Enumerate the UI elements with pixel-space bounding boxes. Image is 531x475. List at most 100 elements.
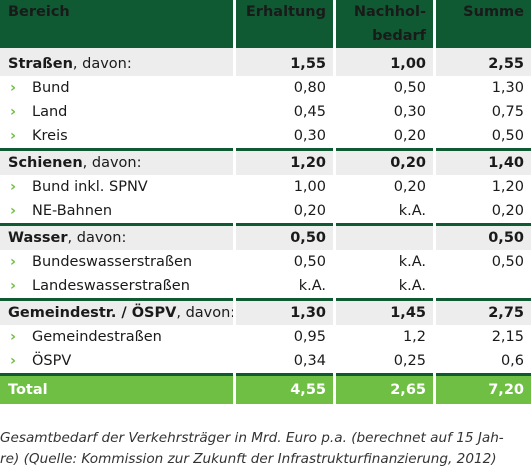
group-label-cell: Gemeindestr. / ÖSPV, davon: <box>0 301 233 325</box>
table-body: Straßen, davon: 1,55 1,00 2,55 › Bund 0,80 0,50… <box>0 48 531 404</box>
header-nachholbedarf: Nachhol-bedarf <box>333 0 433 48</box>
separator-cell <box>0 223 233 226</box>
group-value-cell: 2,75 <box>433 301 531 325</box>
separator-cell <box>333 373 433 376</box>
group-label-suffix: , davon: <box>176 305 233 321</box>
table-caption: Gesamtbedarf der Verkehrsträger in Mrd. … <box>0 428 531 470</box>
item-value-cell: 0,45 <box>233 100 333 124</box>
chevron-right-icon: › <box>10 179 16 195</box>
infrastructure-cost-table: Bereich Erhaltung Nachhol-bedarf Summe S… <box>0 0 531 404</box>
separator-cell <box>333 223 433 226</box>
item-value-cell: 0,6 <box>433 349 531 373</box>
item-label-cell: › ÖSPV <box>0 349 233 373</box>
separator-cell <box>433 298 531 301</box>
group-row: Gemeindestr. / ÖSPV, davon: 1,30 1,45 2,75 <box>0 301 531 325</box>
group-label-cell: Schienen, davon: <box>0 151 233 175</box>
group-label: Gemeindestr. / ÖSPV <box>8 305 177 321</box>
item-value-cell: 1,20 <box>433 175 531 199</box>
separator-cell <box>0 298 233 301</box>
item-value-cell: 1,30 <box>433 76 531 100</box>
group-value-cell <box>333 226 433 250</box>
table-row: › Bundeswasserstraßen 0,50 k.A. 0,50 <box>0 250 531 274</box>
group-label-suffix: , davon: <box>82 155 142 171</box>
item-value-cell: 0,20 <box>433 199 531 223</box>
group-label-suffix: , davon: <box>72 56 132 72</box>
group-row: Straßen, davon: 1,55 1,00 2,55 <box>0 48 531 76</box>
table-row: › NE-Bahnen 0,20 k.A. 0,20 <box>0 199 531 223</box>
item-label: NE-Bahnen <box>32 203 113 219</box>
table-row: › Landeswasserstraßen k.A. k.A. <box>0 274 531 298</box>
item-label: Landeswasserstraßen <box>32 278 190 294</box>
group-value-cell: 1,00 <box>333 48 433 76</box>
header-erhaltung: Erhaltung <box>233 0 333 48</box>
item-value-cell: 1,00 <box>233 175 333 199</box>
item-value-cell: k.A. <box>233 274 333 298</box>
separator-cell <box>333 148 433 151</box>
group-label-cell: Wasser, davon: <box>0 226 233 250</box>
header-nachholbedarf-line2: bedarf <box>372 28 426 44</box>
group-separator <box>0 148 531 151</box>
item-value-cell <box>433 274 531 298</box>
group-value-cell: 1,45 <box>333 301 433 325</box>
chevron-right-icon: › <box>10 203 16 219</box>
item-label-cell: › Bundeswasserstraßen <box>0 250 233 274</box>
separator-cell <box>433 223 531 226</box>
table-row: › Bund 0,80 0,50 1,30 <box>0 76 531 100</box>
group-value-cell: 0,20 <box>333 151 433 175</box>
item-value-cell: 0,20 <box>333 175 433 199</box>
total-separator <box>0 373 531 376</box>
item-value-cell: k.A. <box>333 250 433 274</box>
group-row: Schienen, davon: 1,20 0,20 1,40 <box>0 151 531 175</box>
separator-cell <box>233 223 333 226</box>
group-value-cell: 1,20 <box>233 151 333 175</box>
group-row: Wasser, davon: 0,50 0,50 <box>0 226 531 250</box>
chevron-right-icon: › <box>10 80 16 96</box>
item-label-cell: › Bund inkl. SPNV <box>0 175 233 199</box>
item-label: Kreis <box>32 128 68 144</box>
group-value-cell: 0,50 <box>233 226 333 250</box>
item-value-cell: 0,50 <box>433 124 531 148</box>
chevron-right-icon: › <box>10 329 16 345</box>
separator-cell <box>233 148 333 151</box>
item-label-cell: › Gemeindestraßen <box>0 325 233 349</box>
table-header-row: Bereich Erhaltung Nachhol-bedarf Summe <box>0 0 531 48</box>
separator-cell <box>0 373 233 376</box>
item-value-cell: 0,75 <box>433 100 531 124</box>
chevron-right-icon: › <box>10 278 16 294</box>
item-label: Bundeswasserstraßen <box>32 254 193 270</box>
header-nachholbedarf-line1: Nachhol- <box>353 4 426 20</box>
group-value-cell: 1,55 <box>233 48 333 76</box>
caption-line-1: Gesamtbedarf der Verkehrsträger in Mrd. … <box>0 430 504 446</box>
item-value-cell: 0,30 <box>333 100 433 124</box>
item-label: Bund inkl. SPNV <box>32 179 148 195</box>
table-row: › ÖSPV 0,34 0,25 0,6 <box>0 349 531 373</box>
item-label-cell: › Kreis <box>0 124 233 148</box>
item-label: Gemeindestraßen <box>32 329 162 345</box>
chevron-right-icon: › <box>10 128 16 144</box>
item-label: Bund <box>32 80 70 96</box>
group-separator <box>0 223 531 226</box>
item-value-cell: 0,34 <box>233 349 333 373</box>
group-label: Schienen <box>8 155 83 171</box>
header-bereich: Bereich <box>0 0 233 48</box>
separator-cell <box>233 373 333 376</box>
item-value-cell: 0,20 <box>233 199 333 223</box>
chevron-right-icon: › <box>10 353 16 369</box>
item-value-cell: 0,20 <box>333 124 433 148</box>
item-value-cell: 0,50 <box>333 76 433 100</box>
item-label: Land <box>32 104 68 120</box>
table-row: › Kreis 0,30 0,20 0,50 <box>0 124 531 148</box>
table-row: › Land 0,45 0,30 0,75 <box>0 100 531 124</box>
total-value-cell: 7,20 <box>433 376 531 404</box>
item-value-cell: 0,95 <box>233 325 333 349</box>
item-value-cell: 0,25 <box>333 349 433 373</box>
group-separator <box>0 298 531 301</box>
chevron-right-icon: › <box>10 104 16 120</box>
item-value-cell: 1,2 <box>333 325 433 349</box>
group-value-cell: 0,50 <box>433 226 531 250</box>
group-label: Wasser <box>8 230 68 246</box>
item-value-cell: 0,50 <box>233 250 333 274</box>
separator-cell <box>0 148 233 151</box>
item-label-cell: › Land <box>0 100 233 124</box>
